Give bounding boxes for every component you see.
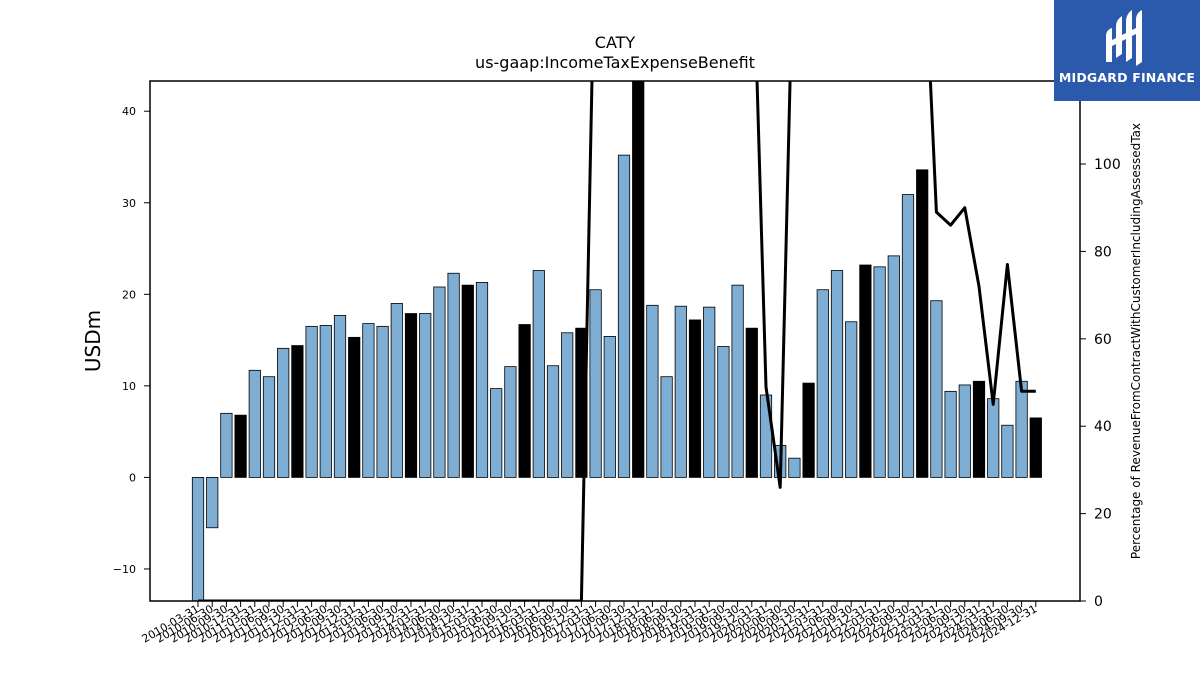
bar bbox=[660, 376, 673, 478]
bar bbox=[404, 313, 418, 478]
bar bbox=[390, 303, 403, 478]
y-tick-label: 0 bbox=[129, 471, 136, 484]
bar bbox=[490, 388, 503, 478]
midgard-logo-icon bbox=[1106, 10, 1142, 66]
bar bbox=[447, 272, 460, 478]
bar bbox=[546, 365, 560, 478]
bar bbox=[248, 369, 261, 478]
bar bbox=[262, 376, 276, 478]
axes-group: −100102030400204060801002010-03-312010-0… bbox=[113, 80, 1121, 646]
bar bbox=[475, 282, 489, 478]
bar bbox=[1029, 417, 1042, 478]
bar bbox=[376, 325, 389, 478]
bar bbox=[830, 270, 844, 478]
bar bbox=[674, 305, 687, 478]
bar bbox=[518, 324, 531, 478]
bar bbox=[901, 194, 915, 478]
bar bbox=[1001, 424, 1014, 478]
bar bbox=[532, 270, 545, 478]
bar bbox=[561, 332, 574, 478]
bar bbox=[859, 264, 872, 478]
brand-logo: MIDGARD FINANCE bbox=[1054, 0, 1200, 101]
bar bbox=[362, 323, 375, 478]
chart-subtitle: us-gaap:IncomeTaxExpenseBenefit bbox=[475, 53, 755, 72]
y-tick-label: 10 bbox=[122, 380, 136, 393]
bar bbox=[433, 286, 446, 478]
y2-tick-label: 0 bbox=[1094, 594, 1103, 610]
bar bbox=[277, 347, 290, 478]
bar bbox=[575, 327, 588, 478]
bar bbox=[206, 477, 219, 529]
y-axis-label: USDm bbox=[81, 310, 105, 372]
bar bbox=[745, 327, 758, 478]
y2-tick-label: 60 bbox=[1094, 332, 1112, 348]
bar bbox=[333, 314, 347, 478]
bar bbox=[816, 289, 829, 478]
y2-axis-label: Percentage of RevenueFromContractWithCus… bbox=[1129, 123, 1143, 559]
bar bbox=[930, 300, 943, 478]
bar bbox=[944, 390, 957, 478]
bar bbox=[191, 477, 205, 601]
bar bbox=[802, 382, 815, 478]
y2-tick-label: 80 bbox=[1094, 244, 1112, 260]
bar bbox=[703, 306, 716, 478]
bar bbox=[688, 319, 702, 478]
bar bbox=[305, 325, 318, 478]
bar bbox=[845, 321, 858, 478]
bar bbox=[291, 345, 304, 478]
y2-tick-label: 100 bbox=[1094, 157, 1121, 173]
plot-frame bbox=[149, 80, 1081, 602]
bar bbox=[461, 284, 474, 478]
bar bbox=[731, 284, 744, 478]
y2-tick-label: 40 bbox=[1094, 419, 1112, 435]
brand-logo-text: MIDGARD FINANCE bbox=[1058, 70, 1196, 85]
bar bbox=[234, 414, 247, 478]
bar bbox=[603, 336, 616, 478]
bar bbox=[419, 313, 432, 478]
bar bbox=[348, 336, 361, 478]
y-tick-label: 30 bbox=[122, 197, 136, 210]
bar bbox=[987, 398, 1000, 478]
bar bbox=[958, 384, 971, 478]
bar bbox=[717, 346, 730, 478]
bar bbox=[916, 169, 929, 478]
chart-title: CATY bbox=[595, 33, 636, 52]
bar bbox=[788, 457, 801, 478]
y-tick-label: 20 bbox=[122, 288, 136, 301]
bar bbox=[220, 412, 233, 478]
bar bbox=[632, 81, 645, 478]
bar bbox=[646, 304, 659, 478]
y-tick-label: −10 bbox=[113, 563, 136, 576]
bar bbox=[1015, 380, 1028, 478]
bars-group bbox=[191, 81, 1042, 601]
bar bbox=[887, 255, 900, 478]
bar bbox=[504, 366, 517, 478]
bar bbox=[617, 154, 631, 478]
bar bbox=[589, 289, 602, 478]
y2-tick-label: 20 bbox=[1094, 507, 1112, 523]
bar bbox=[972, 380, 986, 478]
y-tick-label: 40 bbox=[122, 105, 136, 118]
bar bbox=[873, 266, 886, 478]
bar bbox=[319, 325, 332, 478]
